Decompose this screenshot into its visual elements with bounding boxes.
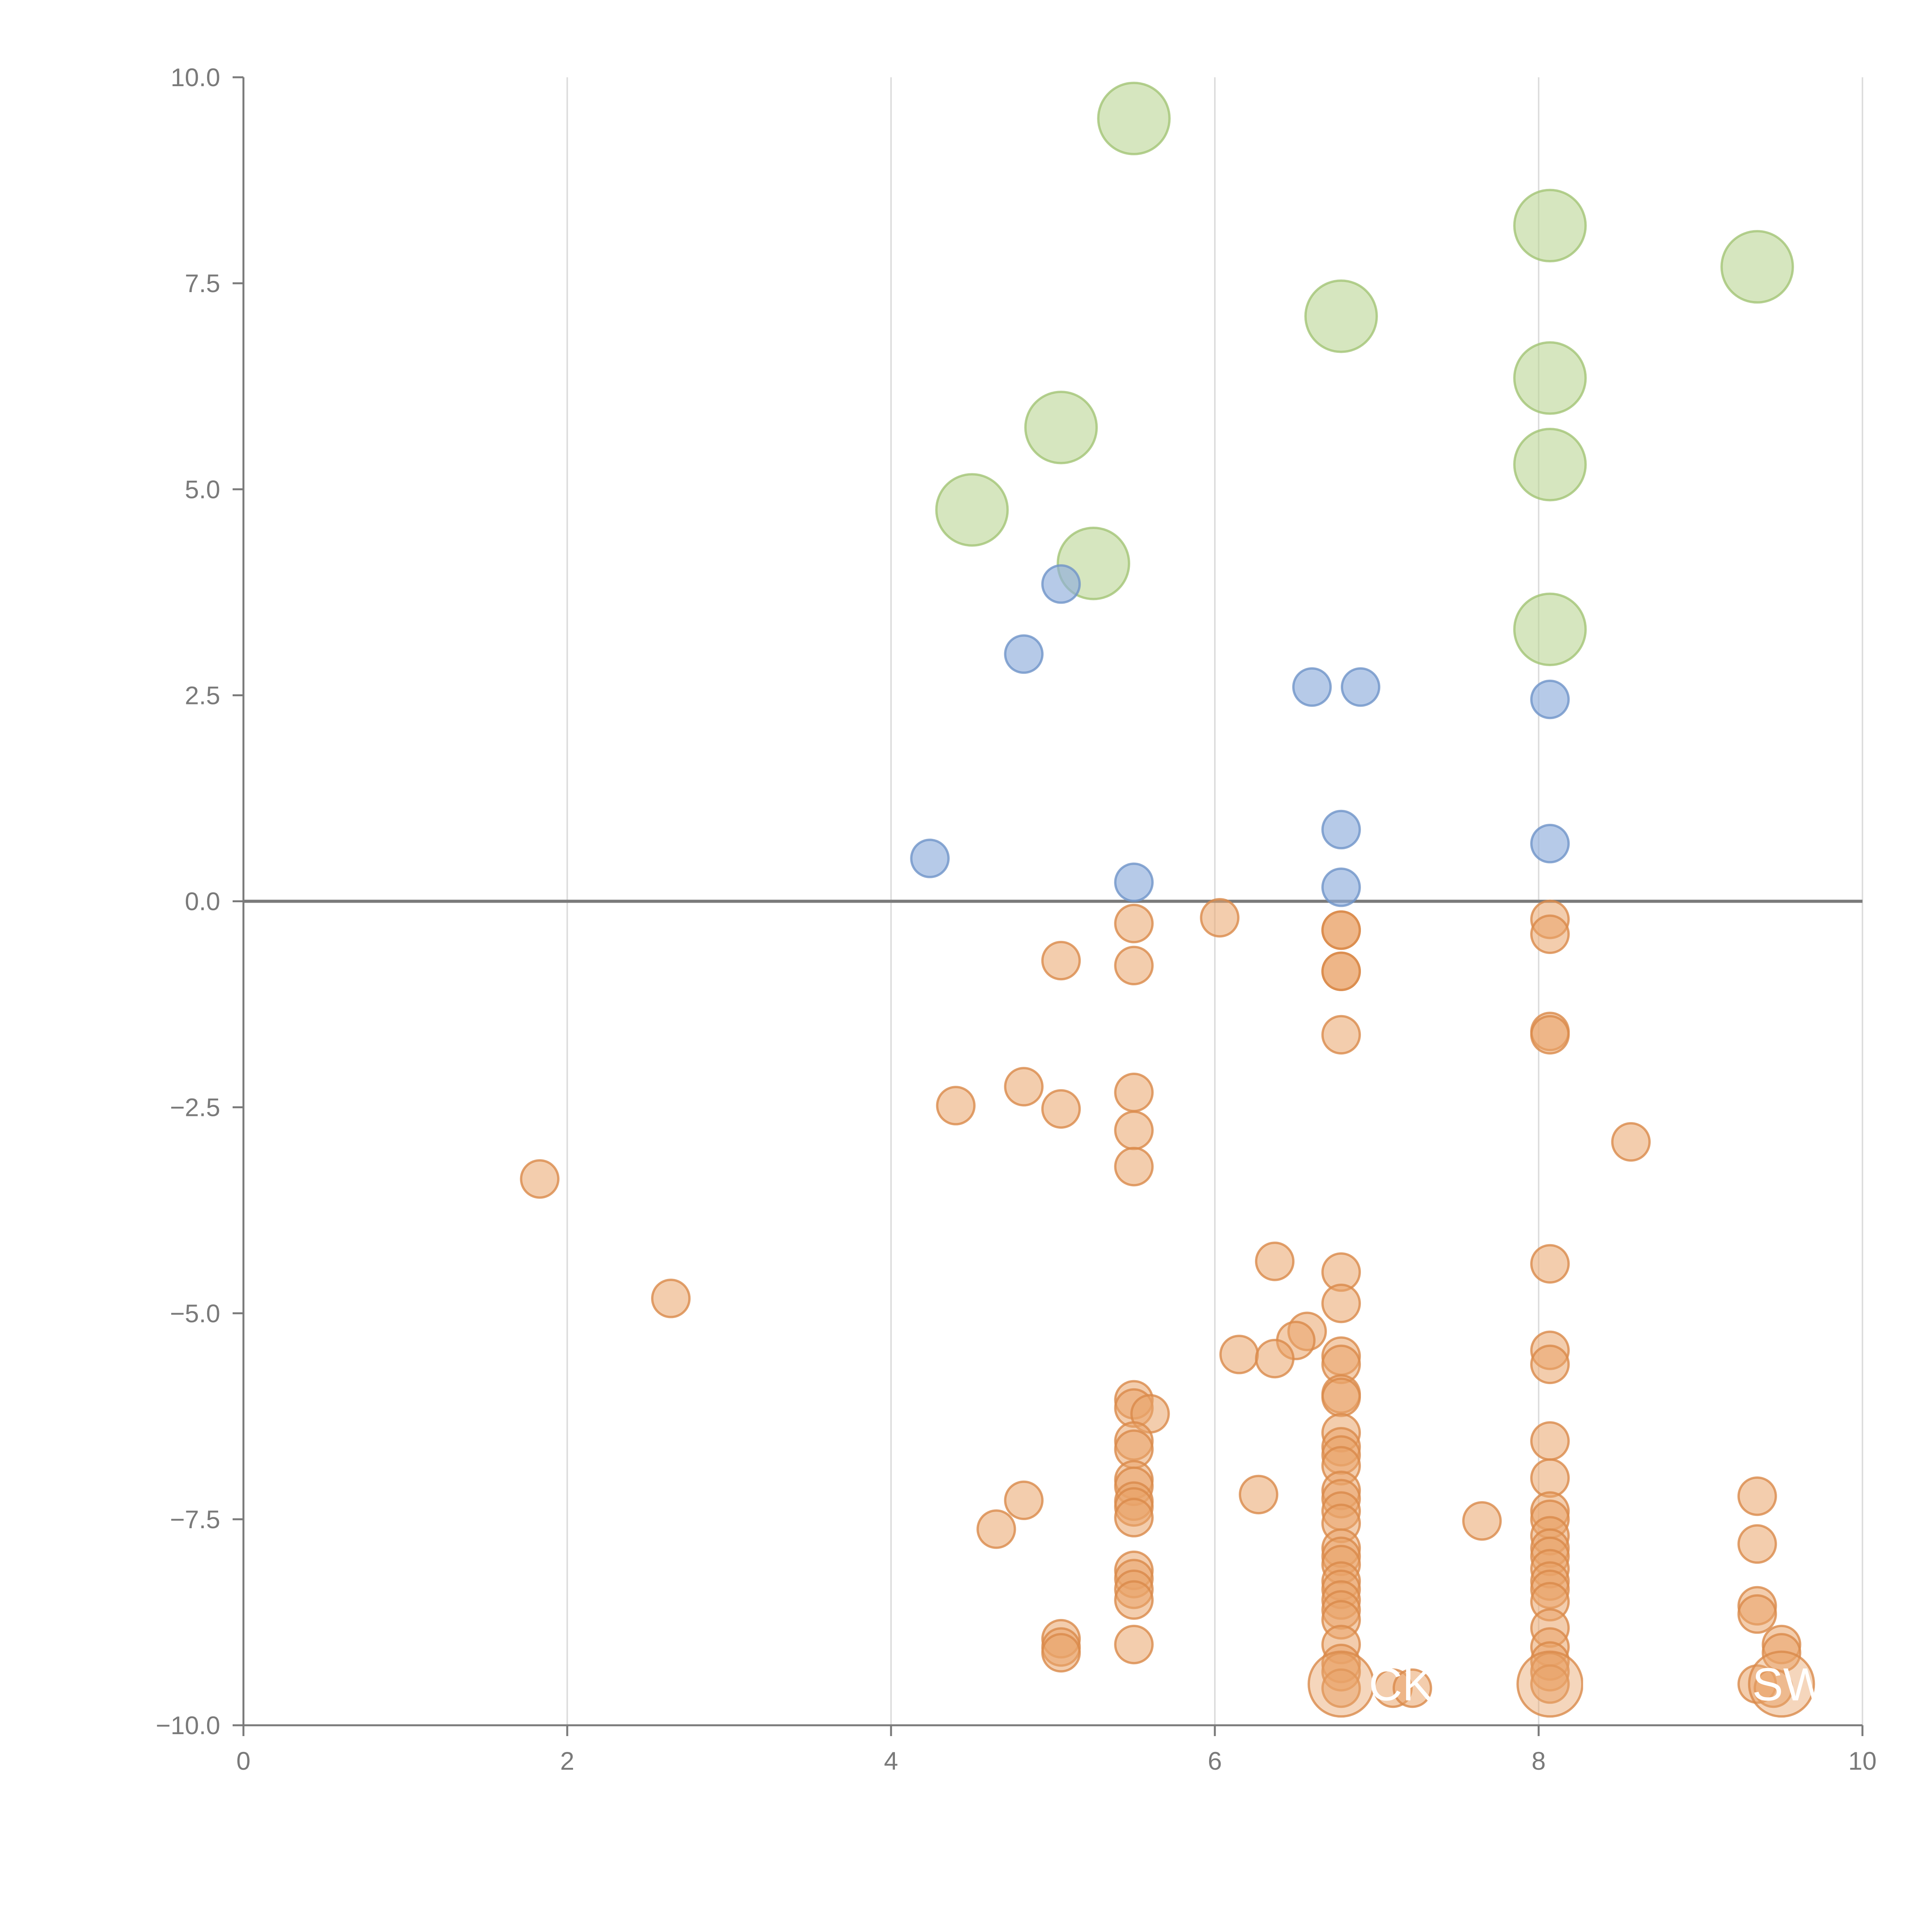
y-tick-label: 10.0 — [171, 63, 220, 92]
data-point-negative — [1321, 910, 1361, 950]
data-point-negative — [1530, 1421, 1570, 1461]
data-point-negative — [1004, 1067, 1044, 1107]
data-point-negative — [1114, 946, 1154, 986]
callout-labels: CK EN SW — [1369, 1658, 1827, 1710]
data-point-negative-large — [1308, 1650, 1375, 1718]
callout-label: SW — [1752, 1658, 1827, 1710]
data-point-negative — [1114, 1073, 1154, 1112]
data-point-large — [1513, 592, 1587, 666]
y-tick-label: −2.5 — [170, 1093, 220, 1122]
data-point-positive — [1530, 824, 1570, 864]
y-tick-label: −5.0 — [170, 1299, 220, 1328]
data-point-negative — [1321, 1378, 1361, 1417]
data-point-positive — [910, 838, 950, 878]
x-tick-label: 6 — [1208, 1747, 1222, 1775]
callout-label: EN — [1579, 1658, 1644, 1710]
data-point-negative — [1114, 1146, 1154, 1187]
data-point-negative — [1114, 1498, 1154, 1537]
data-point-negative-large — [1516, 1650, 1584, 1718]
data-point-negative — [1114, 903, 1154, 944]
data-point-large — [1304, 279, 1378, 353]
data-point-negative — [1321, 1015, 1361, 1055]
data-point-negative — [1321, 1283, 1361, 1323]
data-point-negative — [1737, 1476, 1777, 1516]
data-point-negative — [1462, 1501, 1502, 1541]
data-point-negative — [1238, 1475, 1279, 1515]
data-point-positive — [1114, 862, 1154, 902]
data-point-negative — [1041, 1089, 1081, 1129]
data-point-positive — [1292, 667, 1332, 707]
data-point-negative — [520, 1159, 560, 1199]
data-point-negative — [1530, 1244, 1570, 1284]
data-point-large — [1513, 341, 1587, 415]
data-point-negative — [1530, 1344, 1570, 1384]
data-point-negative — [1530, 1015, 1570, 1055]
callout-label: CK — [1369, 1658, 1433, 1710]
y-tick-label: −7.5 — [170, 1505, 220, 1534]
data-points — [520, 82, 1815, 1718]
data-point-negative — [1737, 1524, 1777, 1564]
data-point-positive — [1041, 564, 1081, 604]
data-point-negative — [1255, 1242, 1295, 1281]
data-point-large — [1513, 189, 1587, 263]
data-point-negative — [1255, 1338, 1295, 1379]
data-point-negative — [1114, 1111, 1154, 1150]
data-point-negative — [1041, 1633, 1081, 1673]
data-point-negative — [976, 1509, 1016, 1549]
x-tick-label: 4 — [884, 1747, 898, 1775]
data-point-large — [1097, 82, 1171, 155]
y-tick-label: −10.0 — [156, 1711, 220, 1740]
data-point-negative — [1114, 1624, 1154, 1665]
data-point-positive — [1530, 679, 1570, 719]
axes: 0 2 4 6 8 10 −10.0 −7.5 −5.0 −2.5 0.0 2.5 5.0 7.5 10.0 — [156, 63, 1877, 1775]
x-tick-label: 2 — [560, 1747, 575, 1775]
y-tick-label: 2.5 — [185, 681, 220, 709]
data-point-negative — [651, 1279, 691, 1318]
x-tick-label: 8 — [1532, 1747, 1546, 1775]
data-point-negative — [1392, 1668, 1432, 1708]
data-point-negative — [1114, 1580, 1154, 1620]
data-point-negative — [1530, 1458, 1570, 1498]
data-point-negative — [1530, 914, 1570, 954]
data-point-positive — [1321, 810, 1361, 850]
data-point-large — [1513, 428, 1587, 502]
data-point-large — [1720, 230, 1794, 304]
data-point-negative — [1200, 898, 1240, 938]
data-point-negative — [1321, 951, 1361, 991]
x-tick-label: 10 — [1848, 1747, 1876, 1775]
data-point-positive — [1321, 867, 1361, 907]
data-point-negative — [1737, 1594, 1777, 1634]
data-point-negative — [936, 1086, 976, 1126]
data-point-positive — [1004, 634, 1044, 674]
data-point-negative — [1004, 1480, 1044, 1520]
data-point-large — [1024, 391, 1098, 464]
data-point-negative — [1321, 1668, 1361, 1708]
data-point-negative — [1753, 1668, 1793, 1708]
data-point-large — [935, 473, 1009, 547]
y-tick-label: 5.0 — [185, 475, 220, 503]
data-point-negative — [1611, 1122, 1651, 1162]
data-point-positive — [1340, 667, 1381, 707]
y-tick-label: 7.5 — [185, 269, 220, 298]
data-point-negative — [1219, 1335, 1259, 1374]
data-point-negative — [1530, 1664, 1570, 1704]
x-tick-label: 0 — [236, 1747, 251, 1775]
data-point-negative-large — [1748, 1650, 1815, 1718]
data-point-negative — [1041, 940, 1081, 981]
y-tick-label: 0.0 — [185, 887, 220, 916]
